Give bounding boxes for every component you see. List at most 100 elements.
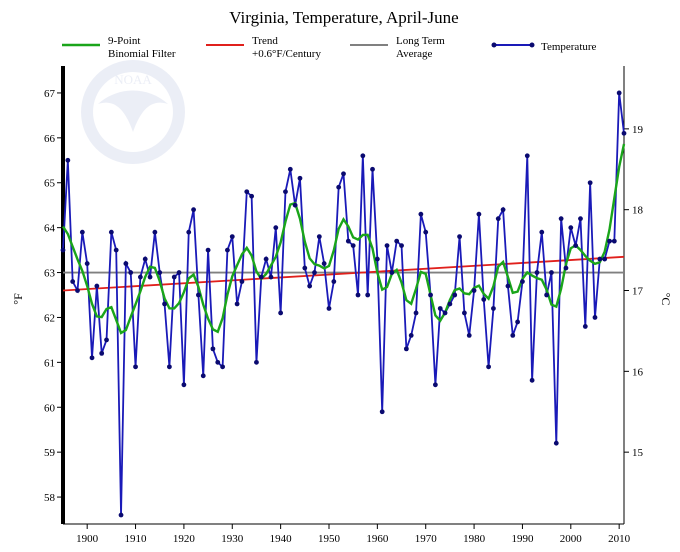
temperature-point	[370, 166, 375, 172]
legend-filter-line2: Binomial Filter	[108, 48, 176, 60]
temperature-point	[418, 211, 424, 217]
temperature-point	[239, 279, 245, 284]
temperature-point	[94, 283, 100, 289]
temperature-point	[515, 319, 521, 325]
temperature-point	[374, 256, 380, 262]
legend-temperature-line1: Temperature	[541, 41, 597, 53]
temperature-point	[171, 274, 177, 280]
temperature-point	[558, 216, 564, 222]
temperature-point	[84, 261, 90, 266]
y-tick-label-left: 61	[44, 357, 55, 369]
trend-line	[62, 255, 625, 292]
legend-item-filter: 9-Point Binomial Filter	[62, 35, 176, 60]
temperature-point	[215, 359, 221, 365]
x-tick-label: 1960	[366, 533, 389, 545]
temperature-point	[89, 355, 95, 361]
temperature-point	[408, 333, 414, 338]
temperature-point	[326, 306, 332, 311]
temperature-point	[432, 382, 438, 388]
temperature-point	[345, 238, 351, 244]
temperature-point	[244, 189, 250, 195]
temperature-point	[205, 247, 211, 253]
legend-temperature-marker-left	[491, 42, 497, 48]
x-tick-label: 1910	[125, 533, 148, 545]
legend-item-trend: Trend +0.6°F/Century	[206, 35, 321, 60]
x-tick-label: 1950	[318, 533, 341, 545]
x-tick-label: 1990	[511, 533, 534, 545]
chart-title: Virginia, Temperature, April-June	[229, 8, 458, 27]
noaa-logo-text: NOAA	[114, 72, 152, 87]
noaa-bird-icon	[98, 90, 168, 132]
temperature-point	[331, 279, 337, 284]
temperature-point	[486, 364, 491, 370]
legend-item-average: Long Term Average	[350, 35, 445, 60]
x-tick-label: 1940	[270, 533, 293, 545]
temperature-point	[210, 346, 216, 352]
x-tick-label: 1900	[76, 533, 99, 545]
temperature-point	[524, 153, 530, 159]
temperature-point	[229, 234, 235, 240]
y-tick-label-left: 67	[44, 88, 56, 100]
temperature-point	[200, 373, 206, 379]
temperature-point	[133, 364, 138, 370]
temperature-point	[587, 180, 593, 186]
noaa-watermark: NOAA	[81, 60, 185, 164]
temperature-point	[365, 292, 371, 298]
y-tick-label-left: 65	[44, 178, 56, 190]
temperature-point	[263, 256, 269, 262]
temperature-point	[249, 193, 255, 199]
temperature-point	[128, 270, 134, 275]
y-tick-label-left: 60	[44, 402, 56, 414]
temperature-point	[142, 256, 148, 262]
temperature-point	[611, 238, 617, 244]
temperature-point	[476, 211, 482, 217]
temperature-point	[336, 184, 342, 190]
temperature-point	[75, 288, 80, 293]
temperature-point	[287, 166, 293, 172]
temperature-point	[520, 279, 525, 284]
temperature-point	[312, 270, 317, 275]
temperature-point	[321, 261, 327, 266]
temperature-point	[186, 229, 192, 235]
temperature-point	[582, 324, 588, 329]
temperature-point	[592, 315, 598, 320]
temperature-point	[65, 157, 71, 163]
temperature-point	[389, 270, 395, 275]
filter-line	[61, 143, 626, 335]
temperature-point	[70, 279, 76, 284]
temperature-point	[104, 337, 109, 343]
temperature-point	[578, 216, 583, 222]
y-axis-label-left: °F	[11, 293, 25, 305]
noaa-logo-inner	[93, 72, 173, 152]
temperature-point	[452, 292, 458, 298]
x-tick-label: 2000	[560, 533, 583, 545]
temperature-point	[341, 171, 346, 177]
temperature-point	[278, 310, 284, 316]
temperature-point	[597, 256, 603, 262]
temperature-point	[457, 234, 462, 240]
temperature-point	[553, 440, 559, 446]
temperature-point	[191, 207, 196, 213]
temperature-point	[447, 301, 453, 307]
temperature-point	[166, 364, 172, 370]
y-tick-label-left: 59	[44, 447, 56, 459]
temperature-point	[621, 130, 627, 136]
temperature-point	[297, 175, 303, 181]
x-tick-label: 1920	[173, 533, 196, 545]
temperature-point	[113, 247, 119, 253]
temperature-point	[510, 333, 516, 338]
temperature-point	[355, 292, 361, 298]
y-axis-label-right: °C	[659, 293, 673, 306]
y-tick-label-left: 58	[44, 492, 56, 504]
temperature-point	[137, 274, 143, 280]
temperature-point	[471, 288, 477, 293]
temperature-point	[316, 234, 322, 240]
temperature-point	[437, 306, 443, 311]
temperature-point	[495, 216, 501, 222]
temperature-point	[79, 229, 85, 235]
temperature-point	[123, 261, 129, 266]
temperature-point	[384, 243, 390, 249]
x-tick-label: 1980	[463, 533, 486, 545]
y-tick-label-right: 19	[632, 124, 644, 136]
temperature-point	[423, 229, 429, 235]
